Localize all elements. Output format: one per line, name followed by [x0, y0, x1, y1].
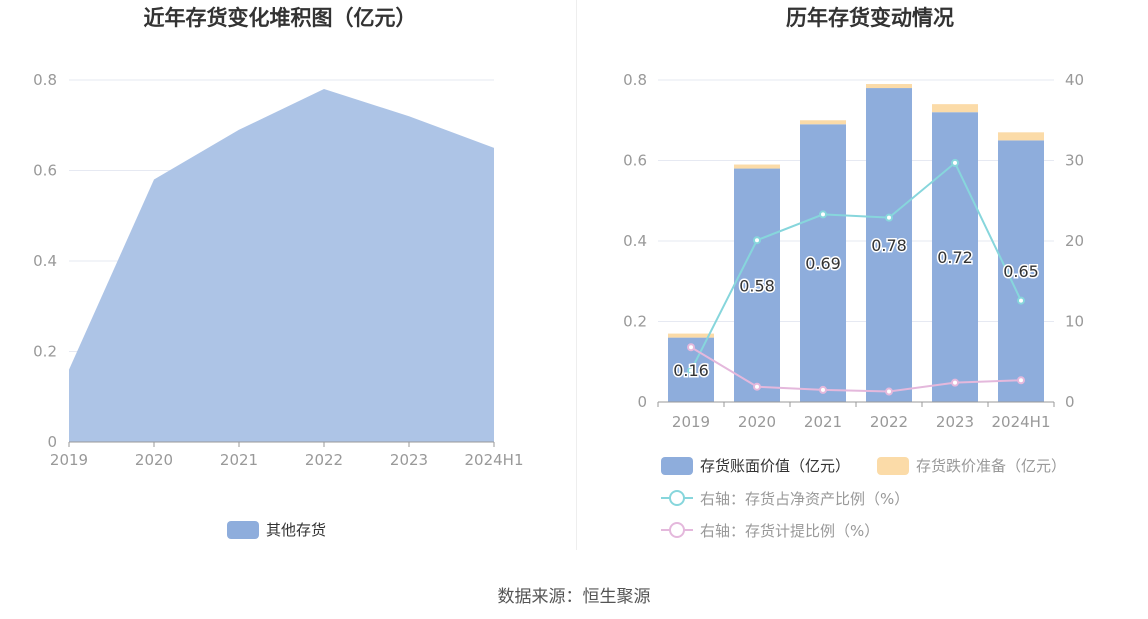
left-area-series	[69, 89, 494, 443]
right-right-y-tick-label: 40	[1065, 71, 1084, 89]
left-legend-swatch	[227, 521, 259, 539]
panel-divider	[576, 0, 577, 550]
left-x-tick-label: 2021	[220, 451, 258, 469]
bar-inventory-value	[998, 140, 1044, 402]
right-right-y-tick-label: 30	[1065, 152, 1084, 170]
left-x-tick-label: 2019	[50, 451, 88, 469]
provision-ratio-point	[753, 382, 761, 391]
bar-inventory-reserve	[932, 104, 978, 113]
right-x-tick-label: 2022	[870, 413, 908, 431]
legend-swatch-inventory-reserve	[877, 457, 909, 475]
right-left-y-tick-label: 0	[637, 393, 647, 411]
left-y-tick-label: 0.4	[33, 252, 57, 270]
bar-data-label: 0.78	[871, 236, 907, 255]
legend-marker-provision-ratio	[669, 522, 685, 538]
ratio-net-assets-point	[951, 158, 959, 167]
left-chart-title: 近年存货变化堆积图（亿元）	[143, 6, 417, 30]
right-x-tick-label: 2019	[672, 413, 710, 431]
ratio-net-assets-point	[753, 236, 761, 245]
data-source-label: 数据来源：	[497, 587, 583, 607]
bar-data-label: 0.65	[1003, 262, 1039, 281]
provision-ratio-line	[690, 346, 1022, 393]
right-right-y-tick-label: 0	[1065, 393, 1075, 411]
bar-inventory-reserve	[998, 132, 1044, 141]
legend-label-inventory-reserve: 存货跌价准备（亿元）	[916, 457, 1066, 475]
ratio-net-assets-point	[687, 366, 695, 375]
bar-inventory-reserve	[800, 120, 846, 125]
ratio-net-assets-point	[885, 213, 893, 222]
right-chart-title: 历年存货变动情况	[786, 6, 954, 30]
left-y-tick-label: 0.8	[33, 71, 57, 89]
bar-data-label: 0.69	[805, 254, 841, 273]
right-left-y-tick-label: 0.2	[623, 313, 647, 331]
left-x-tick-label: 2020	[135, 451, 173, 469]
charts-canvas: 0 0.2 0.4 0.6 0.8 2019 2020 2021 2022 2023 2024H1 其…	[33, 71, 1084, 540]
ratio-net-assets-line	[690, 161, 1022, 372]
provision-ratio-point	[951, 378, 959, 387]
left-y-tick-label: 0.2	[33, 343, 57, 361]
legend-label-inventory-value: 存货账面价值（亿元）	[700, 457, 850, 475]
bar-data-label: 0.16	[673, 361, 709, 380]
provision-ratio-point	[819, 385, 827, 394]
legend-label-provision-ratio: 右轴：存货计提比例（%）	[700, 522, 879, 540]
right-x-tick-label: 2024H1	[992, 413, 1051, 431]
provision-ratio-point	[687, 343, 695, 352]
left-y-tick-label: 0	[47, 433, 57, 451]
bar-inventory-value	[866, 88, 912, 403]
data-source: 数据来源：恒生聚源	[0, 582, 1148, 607]
left-x-tick-label: 2022	[305, 451, 343, 469]
right-left-y-tick-label: 0.8	[623, 71, 647, 89]
bar-inventory-reserve	[866, 84, 912, 89]
legend-marker-ratio-net-assets	[669, 490, 685, 506]
bar-data-label: 0.58	[739, 276, 775, 295]
left-x-tick-label: 2024H1	[465, 451, 524, 469]
data-source-value: 恒生聚源	[582, 587, 651, 607]
legend-label-ratio-net-assets: 右轴：存货占净资产比例（%）	[700, 490, 909, 508]
left-y-tick-label: 0.6	[33, 162, 57, 180]
left-legend-label: 其他存货	[266, 521, 326, 539]
right-x-tick-label: 2020	[738, 413, 776, 431]
provision-ratio-point	[1017, 376, 1025, 385]
bar-inventory-value	[734, 168, 780, 402]
bar-inventory-reserve	[734, 164, 780, 169]
bar-inventory-reserve	[668, 333, 714, 338]
left-x-tick-label: 2023	[390, 451, 428, 469]
right-left-y-tick-label: 0.6	[623, 152, 647, 170]
right-x-tick-label: 2023	[936, 413, 974, 431]
right-left-y-tick-label: 0.4	[623, 232, 647, 250]
right-x-tick-label: 2021	[804, 413, 842, 431]
right-right-y-tick-label: 10	[1065, 313, 1084, 331]
bar-inventory-value	[800, 124, 846, 403]
bar-data-label: 0.72	[937, 248, 973, 267]
provision-ratio-point	[885, 387, 893, 396]
ratio-net-assets-point	[819, 210, 827, 219]
legend-swatch-inventory-value	[661, 457, 693, 475]
ratio-net-assets-point	[1017, 296, 1025, 305]
right-right-y-tick-label: 20	[1065, 232, 1084, 250]
